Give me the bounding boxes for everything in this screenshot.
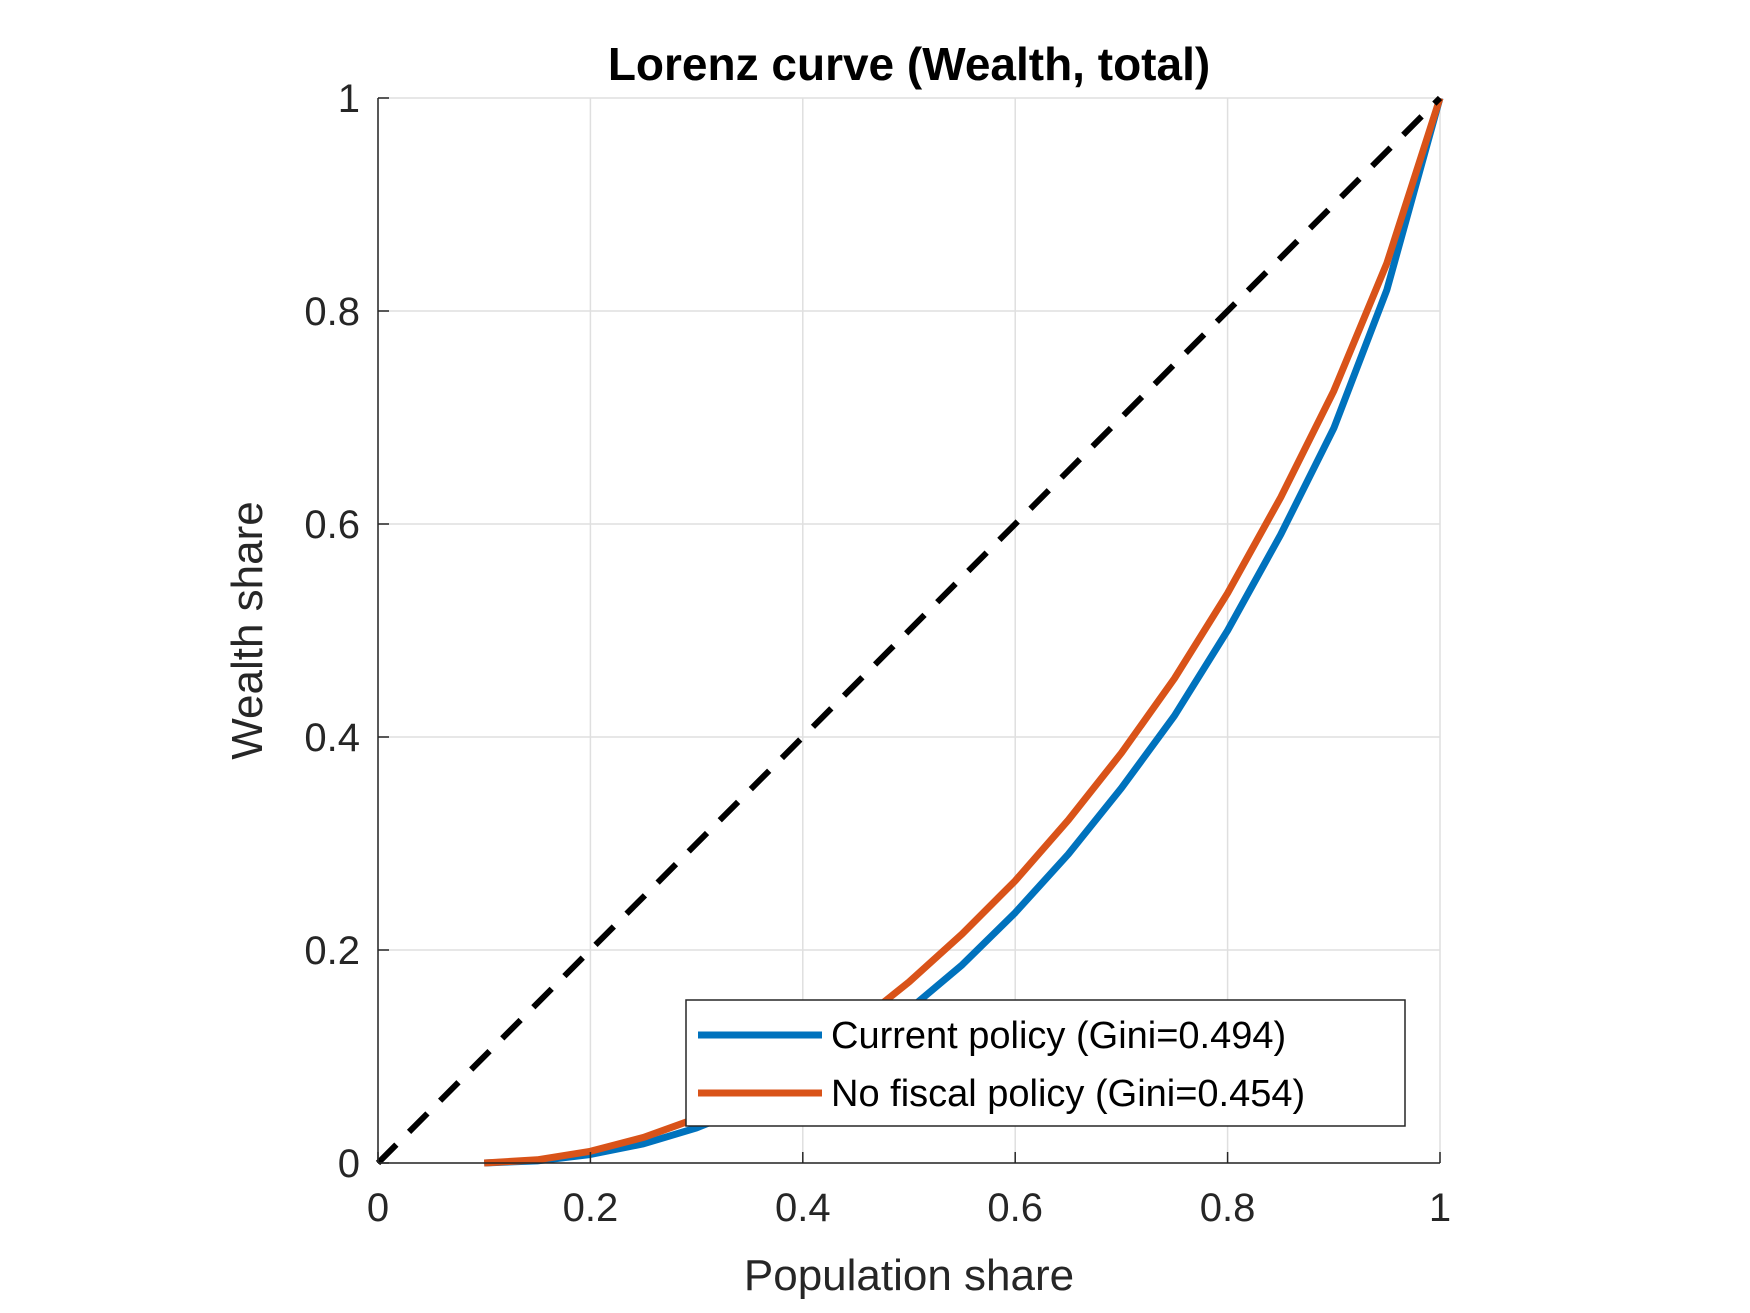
y-axis-label: Wealth share (223, 501, 272, 759)
x-tick-label: 0.4 (775, 1186, 831, 1230)
y-tick-label: 0.4 (304, 716, 360, 760)
legend: Current policy (Gini=0.494) No fiscal pol… (685, 999, 1406, 1127)
y-tick-label: 0 (338, 1142, 360, 1186)
axes (377, 97, 1441, 1164)
y-tick-label: 0.6 (304, 503, 360, 547)
x-axis-label: Population share (744, 1251, 1074, 1300)
x-tick-label: 0.8 (1200, 1186, 1256, 1230)
chart-title: Lorenz curve (Wealth, total) (608, 38, 1210, 90)
x-tick-label: 1 (1429, 1186, 1451, 1230)
legend-box (685, 999, 1406, 1127)
x-tick-label: 0 (367, 1186, 389, 1230)
x-tick-label: 0.2 (563, 1186, 619, 1230)
legend-label: Current policy (Gini=0.494) (831, 1015, 1286, 1057)
legend-label: No fiscal policy (Gini=0.454) (831, 1073, 1305, 1115)
tick-labels: 0 0.2 0.4 0.6 0.8 1 0 0.2 0.4 0.6 0.8 1 (304, 77, 1451, 1230)
x-tick-label: 0.6 (987, 1186, 1043, 1230)
y-tick-label: 1 (338, 77, 360, 121)
y-tick-label: 0.2 (304, 929, 360, 973)
series-line-0 (484, 97, 1444, 1167)
series-group (375, 95, 1444, 1167)
series-line-1 (483, 96, 1444, 1167)
y-tick-label: 0.8 (304, 290, 360, 334)
equality-line (375, 95, 1443, 1166)
